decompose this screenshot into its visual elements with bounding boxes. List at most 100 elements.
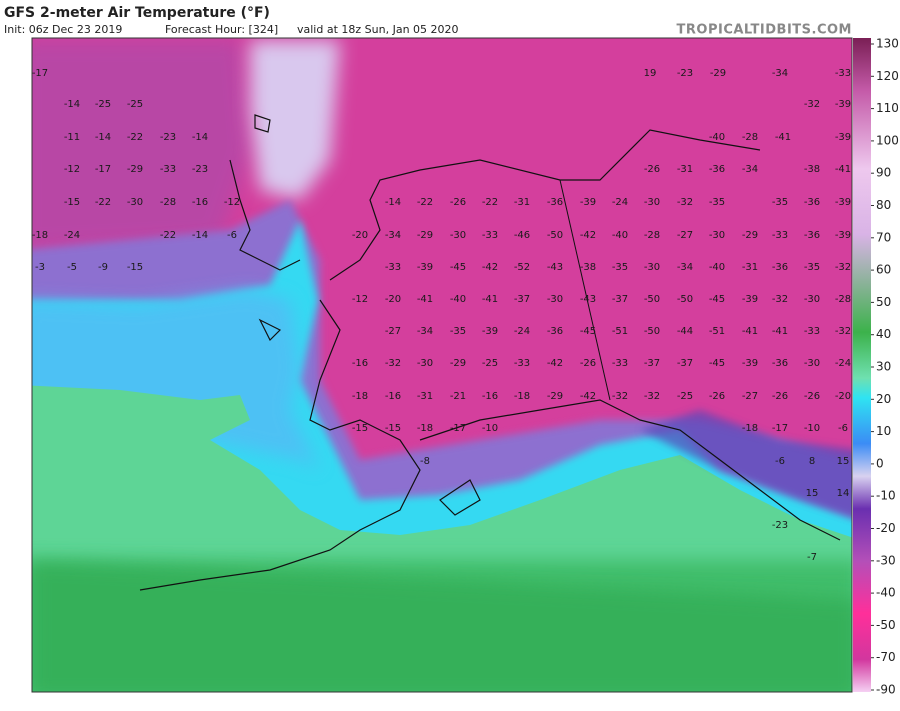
temperature-label: -33: [804, 326, 820, 337]
temperature-label: -30: [644, 262, 660, 273]
temperature-label: -42: [547, 358, 563, 369]
temperature-label: -28: [160, 197, 176, 208]
colorbar-tick-label: 10: [876, 424, 891, 438]
temperature-label: -30: [804, 358, 820, 369]
temperature-label: -50: [547, 230, 563, 241]
temperature-label: -22: [482, 197, 498, 208]
source: TROPICALTIDBITS.COM: [677, 23, 852, 38]
temperature-label: -3: [35, 262, 45, 273]
temperature-label: -42: [482, 262, 498, 273]
temperature-label: -45: [450, 262, 466, 273]
temperature-label: -37: [514, 294, 530, 305]
colorbar-tick-label: 0: [876, 456, 884, 470]
temperature-label: -22: [95, 197, 111, 208]
temperature-label: -29: [547, 391, 563, 402]
temperature-label: -39: [835, 197, 851, 208]
temperature-label: -31: [514, 197, 530, 208]
colorbar-tick-label: 130: [876, 37, 899, 51]
temperature-label: -24: [514, 326, 530, 337]
temperature-label: -28: [742, 132, 758, 143]
temperature-label: -50: [677, 294, 693, 305]
valid-time: valid at 18z Sun, Jan 05 2020: [297, 23, 459, 36]
temperature-label: -45: [580, 326, 596, 337]
temperature-label: -26: [772, 391, 788, 402]
temperature-label: -33: [772, 230, 788, 241]
colorbar-tick-label: 70: [876, 230, 891, 244]
temperature-label: -41: [417, 294, 433, 305]
temperature-label: -11: [4, 197, 20, 208]
temperature-label: -41: [772, 326, 788, 337]
temperature-label: -32: [804, 99, 820, 110]
temperature-label: -30: [547, 294, 563, 305]
temperature-label: 19: [644, 68, 657, 79]
temperature-label: -36: [547, 197, 563, 208]
temperature-label: -20: [385, 294, 401, 305]
temperature-label: -38: [580, 262, 596, 273]
temperature-label: -25: [482, 358, 498, 369]
temperature-label: -6: [838, 423, 848, 434]
temperature-label: -28: [835, 294, 851, 305]
temperature-label: -29: [417, 230, 433, 241]
temperature-label: -25: [127, 99, 143, 110]
temperature-label: -24: [612, 197, 628, 208]
colorbar-tick-label: -30: [876, 553, 896, 567]
temperature-label: -16: [352, 358, 368, 369]
temperature-label: -25: [95, 99, 111, 110]
temperature-label: -33: [612, 358, 628, 369]
temperature-label: -42: [580, 391, 596, 402]
colorbar-tick-label: -40: [876, 586, 896, 600]
temperature-label: -32: [835, 326, 851, 337]
temperature-label: -26: [804, 391, 820, 402]
temperature-label: -40: [709, 132, 725, 143]
temperature-label: -18: [352, 391, 368, 402]
temperature-label: -15: [352, 423, 368, 434]
temperature-label: -16: [482, 391, 498, 402]
temperature-label: -29: [450, 358, 466, 369]
temperature-label: -37: [644, 358, 660, 369]
temperature-label: -15: [385, 423, 401, 434]
temperature-label: -32: [835, 262, 851, 273]
temperature-label: -20: [835, 391, 851, 402]
colorbar-tick-label: 120: [876, 69, 899, 83]
temperature-label: -34: [417, 326, 433, 337]
colorbar-ticks: 1301201101009080706050403020100-10-20-30…: [871, 37, 899, 697]
colorbar-tick-label: -10: [876, 489, 896, 503]
temperature-label: -18: [514, 391, 530, 402]
temperature-label: -34: [772, 68, 788, 79]
temperature-label: -20: [352, 230, 368, 241]
colorbar-tick-label: -90: [876, 683, 896, 697]
temperature-label: -35: [612, 262, 628, 273]
init-time: Init: 06z Dec 23 2019: [4, 23, 122, 36]
colorbar-tick-label: -20: [876, 521, 896, 535]
temperature-label: -37: [677, 358, 693, 369]
temperature-label: -41: [482, 294, 498, 305]
temperature-label: -33: [482, 230, 498, 241]
colorbar-tick-label: 80: [876, 198, 891, 212]
temperature-label: -50: [644, 294, 660, 305]
temperature-label: -6: [227, 230, 237, 241]
temperature-label: -29: [127, 164, 143, 175]
temperature-label: -15: [64, 197, 80, 208]
temperature-label: -14: [192, 132, 208, 143]
temperature-label: -26: [580, 358, 596, 369]
temperature-label: -9: [5, 132, 15, 143]
temperature-label: -17: [772, 423, 788, 434]
temperature-label: -16: [192, 197, 208, 208]
colorbar-tick-label: 100: [876, 133, 899, 147]
temperature-label: -39: [742, 358, 758, 369]
temperature-label: -31: [417, 391, 433, 402]
temperature-label: -35: [709, 197, 725, 208]
temperature-label: -30: [709, 230, 725, 241]
temperature-label: -5: [67, 262, 77, 273]
coastlines: [139, 114, 841, 591]
temperature-label: -45: [709, 358, 725, 369]
temperature-label: -36: [772, 262, 788, 273]
temperature-label: -12: [352, 294, 368, 305]
temperature-labels: -17 19 -23 -29 -34 -33 -14 -14 -25 -25 -32 -39 -9 -11…: [4, 68, 851, 563]
temperature-label: -22: [127, 132, 143, 143]
temperature-label: -40: [612, 230, 628, 241]
temperature-label: -46: [514, 230, 530, 241]
temperature-label: -30: [417, 358, 433, 369]
temperature-label: -17: [95, 164, 111, 175]
temperature-label: -35: [450, 326, 466, 337]
